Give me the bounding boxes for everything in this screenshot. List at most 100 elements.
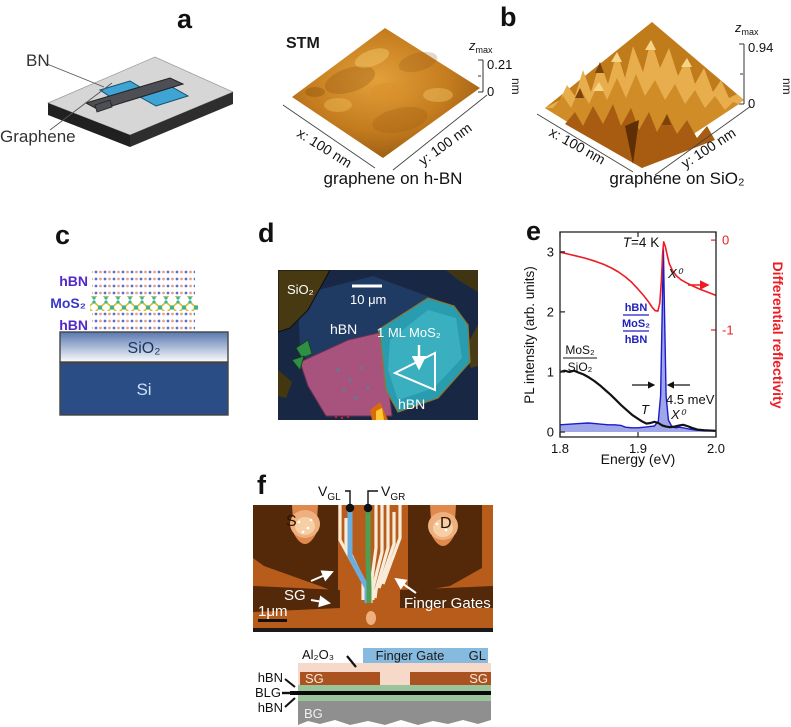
x-tick-label: 1.9: [629, 441, 647, 456]
series-line-2: [559, 241, 717, 312]
scale-bar: [258, 619, 287, 622]
source-label: S: [286, 513, 297, 530]
hbn-top-label: hBN: [258, 670, 283, 685]
left-tick-label: 3: [547, 244, 554, 259]
x-axis-title: Energy (eV): [601, 451, 676, 467]
panel-f-letter: f: [257, 470, 266, 500]
surface-caption: graphene on SiO₂: [609, 169, 744, 188]
substrate-left-side: [48, 103, 130, 147]
bottom-contact-pad: [366, 611, 376, 625]
graphene-tab: [94, 99, 113, 113]
surface-y-axis-line: [654, 105, 752, 176]
surface-z-scale: [739, 43, 745, 105]
stm-title: STM: [286, 35, 320, 52]
vgl-label: VGL: [318, 483, 341, 503]
sg-arrow-upper: [310, 570, 334, 582]
gl-label: GL: [469, 648, 486, 663]
sio2-corner-bottom-left: [278, 370, 292, 398]
si-label: Si: [136, 380, 151, 399]
sio2-label: SiO₂: [287, 282, 314, 297]
blg-layer: [290, 691, 491, 695]
mos2-ml-label: 1 ML MoS₂: [377, 325, 441, 340]
stack-bottom: hBN: [625, 334, 648, 346]
vgl-connector: [345, 490, 351, 504]
green-flake-2: [291, 355, 305, 371]
panel-e-chart: 1.8 1.9 2.0 0 1 2 3 0 -1 PL intensity (arb. unit…: [522, 231, 786, 467]
trion-label: T: [641, 402, 650, 417]
hbn-bottom-pointer: [284, 697, 296, 708]
finger-gate-lines: [338, 505, 402, 603]
sg-right-label: SG: [469, 671, 488, 686]
right-tick-label: 0: [722, 233, 729, 248]
plot-border: [559, 231, 717, 438]
finger-gates-label: Finger Gates: [404, 595, 491, 612]
green-flake-1: [295, 339, 313, 359]
sg-arrow-lower: [310, 595, 331, 608]
hbn-label: hBN: [330, 321, 357, 337]
panel-a-schematic: BN Graphene: [0, 51, 234, 147]
left-axis-title: PL intensity (arb. units): [522, 266, 537, 404]
stack-top: hBN: [625, 302, 648, 314]
x-tick-label: 2.0: [707, 441, 725, 456]
panel-c-letter: c: [55, 220, 71, 250]
series-line-1: [559, 369, 717, 432]
bg-label: BG: [304, 706, 323, 721]
stm-z-unit: nm: [509, 78, 523, 95]
pink-region-speckles: [336, 366, 370, 400]
stm-z-scale: [478, 59, 484, 93]
substrate-front-side: [130, 92, 233, 147]
panel-a-letter: a: [177, 4, 193, 34]
scale-label: 1μm: [258, 603, 287, 620]
left-tick-label: 2: [547, 304, 554, 319]
hbn-top-pointer: [284, 678, 296, 688]
graphene-label: Graphene: [0, 127, 76, 146]
stm-x-axis-line: [282, 104, 376, 169]
panel-f-cross-section: Finger Gate GL Al₂O₃ SG SG hBN BLG hBN B…: [255, 647, 491, 725]
al2o3-pointer: [346, 655, 357, 668]
panel-c-stack-schematic: hBN MoS₂ hBN SiO₂ Si: [50, 269, 229, 416]
orange-blob-core: [376, 408, 384, 420]
vgr-connector: [367, 490, 378, 504]
drain-label: D: [440, 515, 452, 532]
surface-zmax-label: zmax: [734, 20, 759, 37]
hbn-top-lattice: [92, 269, 195, 296]
panel-e-letter: e: [526, 216, 542, 246]
reference-annotation: MoS₂ SiO₂: [563, 343, 597, 374]
stack-annotation: hBN MoS₂ hBN: [622, 302, 650, 346]
al2o3-label: Al₂O₃: [302, 647, 334, 662]
surface-peaks: [545, 40, 744, 168]
vgr-label: VGR: [381, 483, 405, 503]
sio2-layer: [59, 331, 229, 363]
panel-d-micrograph: SiO₂ 10 μm hBN 1 ML MoS₂ hBN: [278, 270, 478, 420]
stm-zmax-label: zmax: [468, 38, 493, 55]
linewidth-label: 4.5 meV: [666, 392, 715, 407]
red-dots: [334, 415, 350, 420]
surface-z-unit: nm: [780, 78, 791, 95]
hbn-top-layer: [298, 685, 491, 691]
exciton-reflectivity-label: X⁰: [667, 266, 684, 281]
surface-z-zero: 0: [748, 96, 755, 111]
series-line-0: [559, 248, 716, 432]
stm-z-zero: 0: [487, 84, 494, 99]
bn-label: BN: [26, 51, 50, 70]
sio2-corner-top-left: [278, 270, 331, 333]
finger-gates-arrow: [394, 577, 417, 594]
stm-surface-texture: [305, 48, 453, 134]
sg-right-layer: [410, 672, 491, 685]
temperature-annotation: T=4 K: [623, 235, 659, 250]
vgl-dot: [345, 503, 355, 513]
surface-x-axis-line: [536, 113, 634, 173]
hbn-top-label: hBN: [59, 273, 88, 289]
hbn-flake-label: hBN: [398, 396, 425, 412]
finger-gate-layer: [363, 648, 488, 663]
bg-layer: [298, 701, 491, 725]
source-electrode: [290, 505, 320, 544]
right-axis-title: Differential reflectivity: [770, 261, 786, 408]
blg-label: BLG: [255, 685, 281, 700]
finger-gate-label: Finger Gate: [376, 648, 445, 663]
sg-label: SG: [284, 587, 306, 604]
panel-b-letter: b: [500, 2, 517, 32]
stack-mid: MoS₂: [622, 318, 650, 330]
panel-a-stm-image: STM zmax 0.21 0 nm x: 100 nm y: 100 nm g…: [282, 28, 523, 188]
